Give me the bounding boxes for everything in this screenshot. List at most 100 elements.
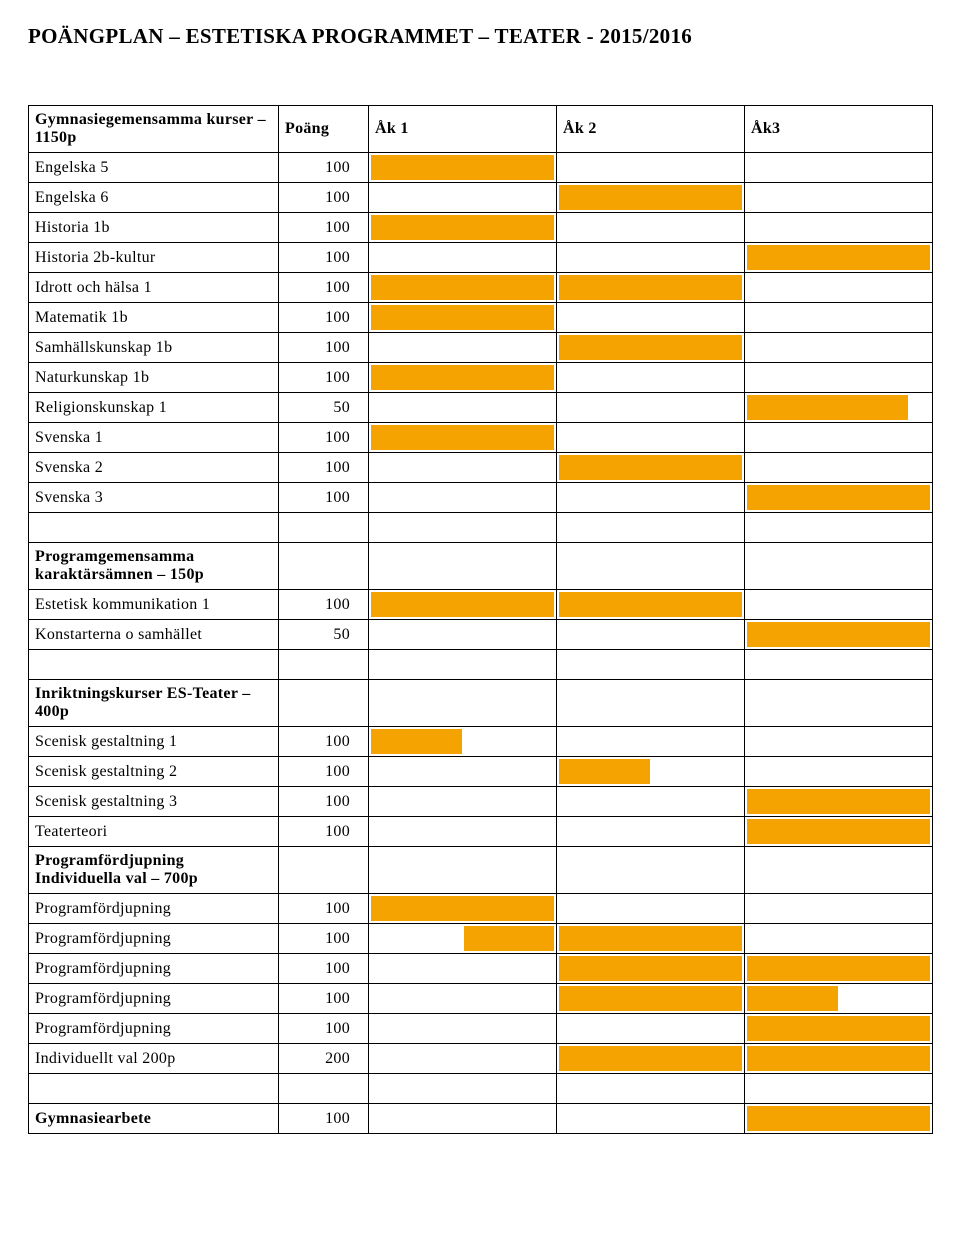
year-cell-3: [745, 213, 933, 243]
course-label: Matematik 1b: [29, 303, 279, 333]
year-cell-3: [745, 183, 933, 213]
table-row: Engelska 5100: [29, 153, 933, 183]
table-row: Gymnasiearbete100: [29, 1104, 933, 1134]
course-label: Scenisk gestaltning 2: [29, 757, 279, 787]
year-cell-3: [745, 453, 933, 483]
year-cell-3: [745, 590, 933, 620]
course-points: 50: [279, 393, 369, 423]
spacer-cell: [369, 650, 557, 680]
year-cell-1: [369, 954, 557, 984]
year-cell-2: [557, 333, 745, 363]
table-row: Engelska 6100: [29, 183, 933, 213]
course-label: Programfördjupning: [29, 984, 279, 1014]
table-row: Individuellt val 200p200: [29, 1044, 933, 1074]
course-label: Programfördjupning: [29, 954, 279, 984]
table-row: Konstarterna o samhället50: [29, 620, 933, 650]
year-cell-3: [745, 787, 933, 817]
year-cell-3: [745, 894, 933, 924]
table-row: Svenska 1100: [29, 423, 933, 453]
spacer-cell: [369, 1074, 557, 1104]
col-header-y2: Åk 2: [557, 106, 745, 153]
course-label: Scenisk gestaltning 3: [29, 787, 279, 817]
section-header-row: Inriktningskurser ES-Teater – 400p: [29, 680, 933, 727]
year-cell-2: [557, 817, 745, 847]
course-points: 100: [279, 453, 369, 483]
table-row: Historia 2b-kultur100: [29, 243, 933, 273]
year-cell-1: [369, 984, 557, 1014]
year-cell-1: [369, 590, 557, 620]
year-cell-2: [557, 243, 745, 273]
course-points: 100: [279, 243, 369, 273]
year-cell-2: [557, 1044, 745, 1074]
year-cell-3: [745, 817, 933, 847]
course-points: 100: [279, 153, 369, 183]
section-header-row: Programgemensamma karaktärsämnen – 150p: [29, 543, 933, 590]
year-cell-1: [369, 924, 557, 954]
year-cell-1: [369, 453, 557, 483]
table-row: Programfördjupning100: [29, 1014, 933, 1044]
table-row: Scenisk gestaltning 2100: [29, 757, 933, 787]
year-cell-3: [745, 393, 933, 423]
year-cell-2: [557, 183, 745, 213]
course-points: 100: [279, 273, 369, 303]
table-row: Programfördjupning100: [29, 924, 933, 954]
year-cell-1: [369, 303, 557, 333]
year-cell-2: [557, 590, 745, 620]
year-cell-1: [369, 333, 557, 363]
empty: [279, 680, 369, 727]
section-header: Programgemensamma karaktärsämnen – 150p: [29, 543, 279, 590]
course-label: Teaterteori: [29, 817, 279, 847]
empty: [369, 680, 557, 727]
year-cell-3: [745, 423, 933, 453]
course-points: 100: [279, 590, 369, 620]
year-cell-3: [745, 984, 933, 1014]
course-label: Samhällskunskap 1b: [29, 333, 279, 363]
year-cell-3: [745, 273, 933, 303]
year-cell-3: [745, 333, 933, 363]
year-cell-1: [369, 620, 557, 650]
course-label: Historia 1b: [29, 213, 279, 243]
year-cell-2: [557, 1014, 745, 1044]
spacer-cell: [369, 513, 557, 543]
section-header-row: Programfördjupning Individuella val – 70…: [29, 847, 933, 894]
table-row: Programfördjupning100: [29, 984, 933, 1014]
table-row: Svenska 3100: [29, 483, 933, 513]
course-points: 200: [279, 1044, 369, 1074]
year-cell-2: [557, 363, 745, 393]
course-points: 100: [279, 757, 369, 787]
empty: [279, 847, 369, 894]
spacer-cell: [557, 650, 745, 680]
course-label: Naturkunskap 1b: [29, 363, 279, 393]
course-label: Individuellt val 200p: [29, 1044, 279, 1074]
year-cell-1: [369, 393, 557, 423]
year-cell-1: [369, 1044, 557, 1074]
year-cell-2: [557, 393, 745, 423]
course-points: 100: [279, 924, 369, 954]
year-cell-2: [557, 273, 745, 303]
course-label: Religionskunskap 1: [29, 393, 279, 423]
year-cell-2: [557, 423, 745, 453]
course-points: 100: [279, 954, 369, 984]
course-label: Svenska 2: [29, 453, 279, 483]
course-points: 50: [279, 620, 369, 650]
course-label: Svenska 3: [29, 483, 279, 513]
empty: [745, 680, 933, 727]
table-row: Svenska 2100: [29, 453, 933, 483]
course-points: 100: [279, 817, 369, 847]
course-points: 100: [279, 303, 369, 333]
empty: [369, 847, 557, 894]
schedule-table: Gymnasiegemensamma kurser – 1150pPoängÅk…: [28, 105, 933, 1134]
table-row: Matematik 1b100: [29, 303, 933, 333]
year-cell-2: [557, 153, 745, 183]
page-title: POÄNGPLAN – ESTETISKA PROGRAMMET – TEATE…: [28, 24, 932, 49]
spacer-cell: [29, 513, 279, 543]
empty: [557, 847, 745, 894]
spacer-cell: [745, 650, 933, 680]
table-row: Programfördjupning100: [29, 894, 933, 924]
course-points: 100: [279, 1104, 369, 1134]
table-row: Religionskunskap 150: [29, 393, 933, 423]
course-points: 100: [279, 333, 369, 363]
empty: [745, 847, 933, 894]
col-header-y1: Åk 1: [369, 106, 557, 153]
table-row: Teaterteori100: [29, 817, 933, 847]
